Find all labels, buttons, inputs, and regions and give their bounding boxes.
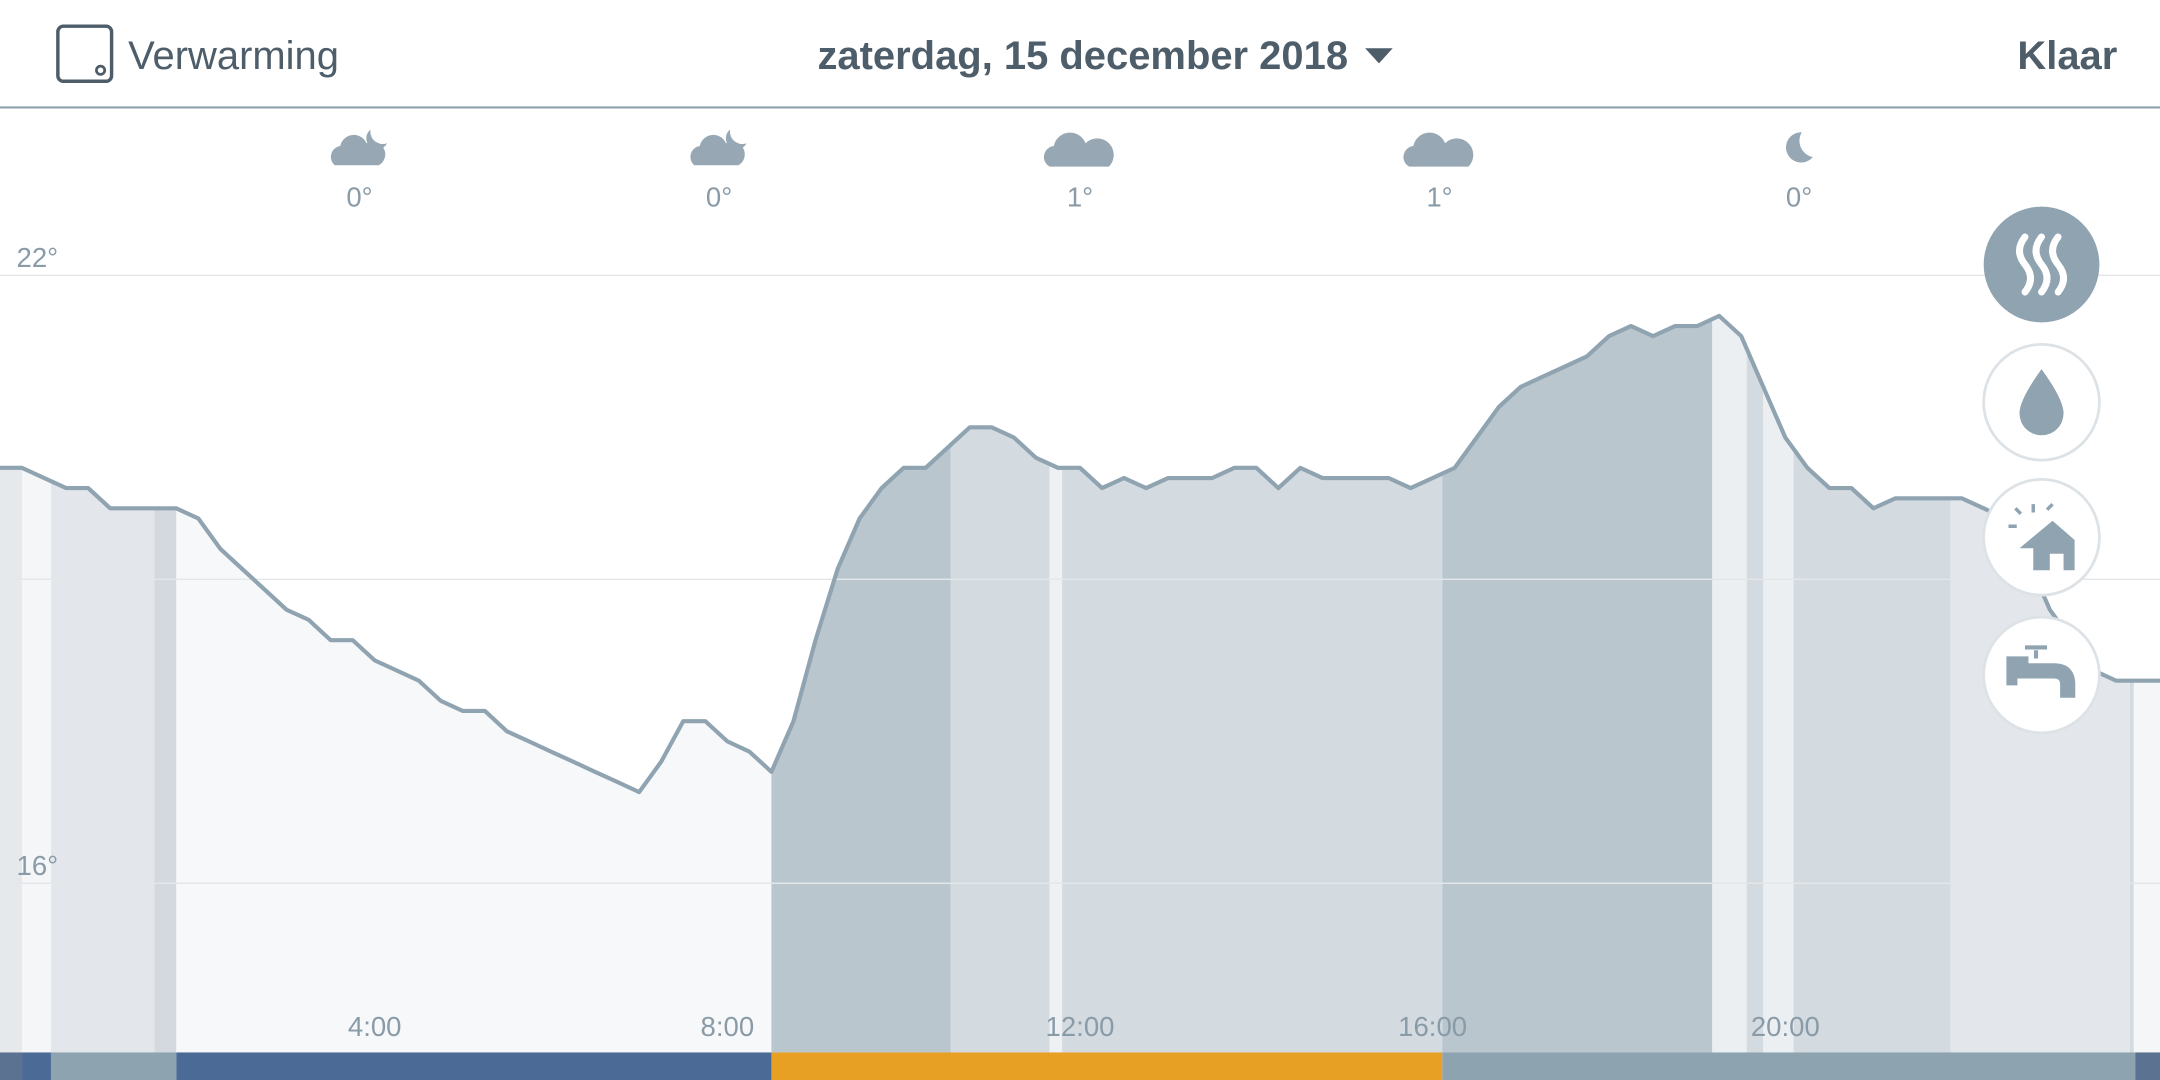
done-button[interactable]: Klaar (2017, 34, 2117, 78)
weather-temp: 0° (346, 182, 372, 213)
weather-temp: 1° (1426, 182, 1452, 213)
x-tick-label: 8:00 (701, 1011, 755, 1042)
y-tick-label: 22° (17, 242, 59, 273)
dropdown-arrow[interactable] (1365, 48, 1393, 64)
grid (0, 274, 2160, 884)
weather-icons (330, 129, 1813, 167)
x-tick-label: 20:00 (1751, 1011, 1820, 1042)
humidity-button[interactable] (1982, 343, 2101, 462)
weather-temp: 0° (1786, 182, 1812, 213)
device-name[interactable]: Verwarming (128, 34, 339, 78)
y-tick-label: 16° (17, 850, 59, 881)
header-bg (0, 0, 2160, 108)
date-picker[interactable]: zaterdag, 15 december 2018 (817, 34, 1348, 78)
x-tick-label: 16:00 (1398, 1011, 1467, 1042)
weather-temp: 1° (1067, 182, 1093, 213)
water-button[interactable] (1982, 615, 2101, 735)
heating-button[interactable] (1983, 206, 2100, 323)
weather-temp: 0° (706, 182, 732, 213)
program-bar (0, 1052, 2160, 1080)
x-tick-label: 12:00 (1046, 1011, 1115, 1042)
schedule-bands (0, 315, 2160, 1053)
x-tick-label: 4:00 (348, 1011, 402, 1042)
outdoor-button[interactable] (1982, 478, 2101, 597)
device-icon[interactable] (56, 24, 114, 83)
plot: 22° 16° 4:00 8:00 12:00 16:00 20:00 (0, 242, 2160, 1042)
temperature-line (0, 313, 2160, 795)
